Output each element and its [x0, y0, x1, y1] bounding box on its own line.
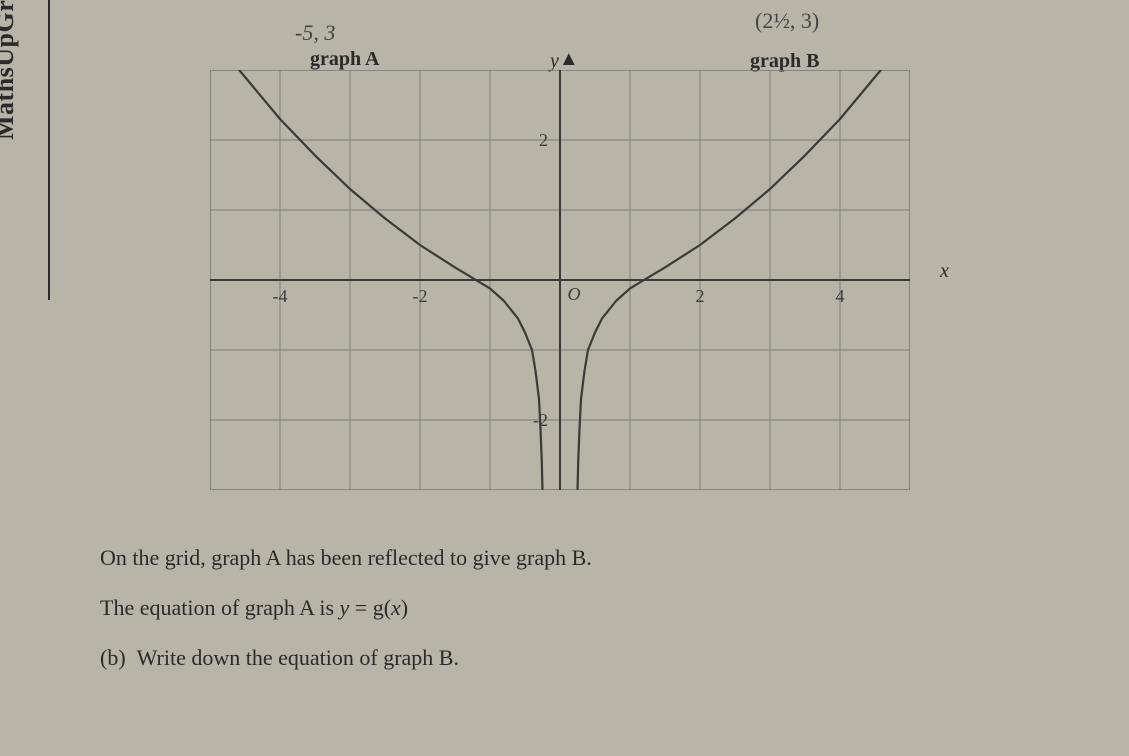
question-line-3: (b) Write down the equation of graph B. — [100, 640, 459, 675]
svg-text:4: 4 — [836, 286, 845, 306]
svg-text:-4: -4 — [273, 286, 288, 306]
svg-text:O: O — [568, 284, 581, 304]
handwritten-annotation-left: -5, 3 — [295, 20, 335, 46]
graph-grid: -4-224-22O — [210, 70, 910, 490]
svg-text:2: 2 — [539, 130, 548, 150]
svg-text:-2: -2 — [413, 286, 428, 306]
handwritten-annotation-right: (2½, 3) — [755, 8, 819, 34]
question-line-1: On the grid, graph A has been reflected … — [100, 540, 592, 575]
x-axis-label: x — [940, 260, 949, 283]
watermark-divider — [48, 0, 50, 300]
label-graph-a: graph A — [310, 48, 379, 71]
question-line-2: The equation of graph A is y = g(x) — [100, 590, 408, 625]
watermark-text: MathsUpGrade·co·uk — [0, 0, 20, 140]
graph-svg: -4-224-22O — [210, 70, 910, 490]
svg-text:2: 2 — [696, 286, 705, 306]
